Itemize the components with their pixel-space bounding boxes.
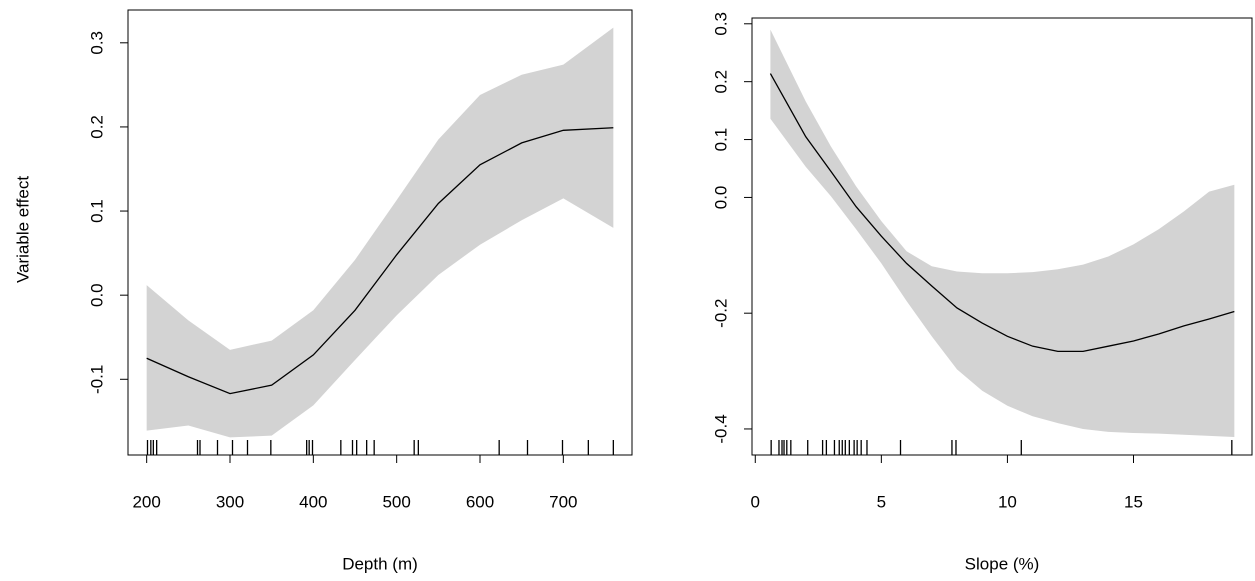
y-tick-label: 0.2 bbox=[87, 115, 106, 139]
y-tick-label: 0.2 bbox=[711, 70, 730, 94]
y-tick-label: -0.4 bbox=[711, 414, 730, 443]
x-tick-label: 300 bbox=[216, 492, 244, 511]
x-tick-label: 500 bbox=[382, 492, 410, 511]
y-tick-label: 0.3 bbox=[711, 12, 730, 36]
y-axis-title: Variable effect bbox=[13, 176, 32, 283]
effect-line bbox=[146, 127, 614, 395]
x-tick-label: 0 bbox=[751, 492, 760, 511]
y-tick-label: -0.1 bbox=[87, 365, 106, 394]
effect-line bbox=[769, 73, 1235, 353]
x-axis-title: Slope (%) bbox=[965, 554, 1040, 573]
x-tick-label: 600 bbox=[466, 492, 494, 511]
x-tick-label: 5 bbox=[877, 492, 886, 511]
x-tick-label: 15 bbox=[1124, 492, 1143, 511]
y-tick-label: 0.0 bbox=[87, 283, 106, 307]
y-tick-label: 0.0 bbox=[711, 186, 730, 210]
x-tick-label: 400 bbox=[299, 492, 327, 511]
confidence-band bbox=[770, 29, 1235, 438]
y-tick-label: -0.2 bbox=[711, 299, 730, 328]
x-tick-label: 200 bbox=[132, 492, 160, 511]
x-tick-label: 700 bbox=[549, 492, 577, 511]
x-tick-label: 10 bbox=[998, 492, 1017, 511]
y-tick-label: 0.3 bbox=[87, 31, 106, 55]
y-tick-label: 0.1 bbox=[711, 128, 730, 152]
confidence-band bbox=[146, 27, 614, 438]
y-tick-label: 0.1 bbox=[87, 199, 106, 223]
x-axis-title: Depth (m) bbox=[342, 554, 418, 573]
